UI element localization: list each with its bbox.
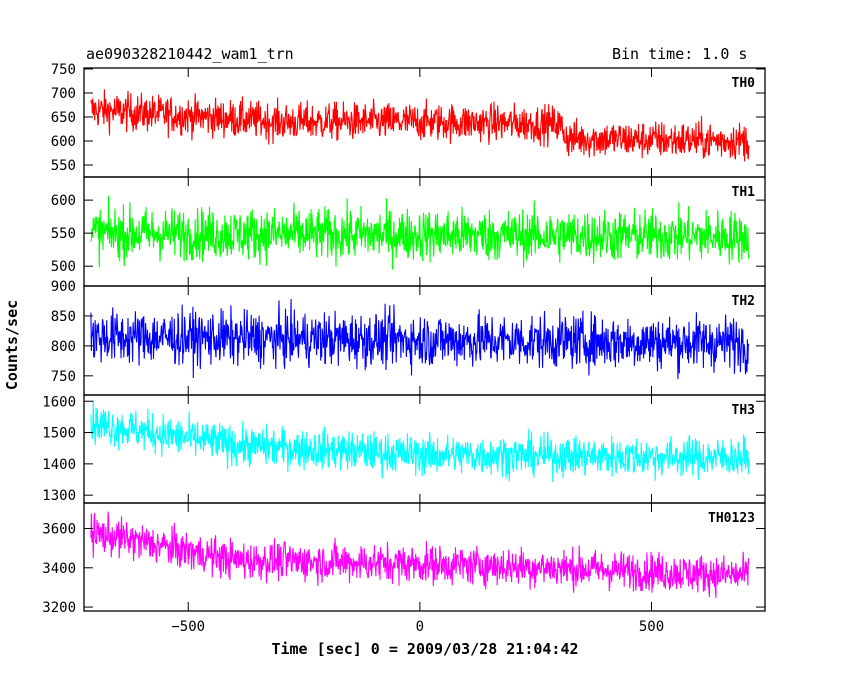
y-tick-label: 600 [51, 193, 76, 209]
y-tick-label: 3600 [42, 522, 76, 538]
series-label-th1: TH1 [732, 185, 756, 200]
bin-time-label: Bin time: 1.0 s [612, 45, 748, 63]
chart-title: ae090328210442_wam1_trn [86, 45, 294, 63]
y-tick-label: 1600 [42, 394, 76, 410]
y-tick-label: 750 [51, 369, 76, 385]
y-tick-label: 3400 [42, 561, 76, 577]
series-label-th0123: TH0123 [708, 511, 755, 526]
y-tick-label: 500 [51, 259, 76, 275]
x-axis-title: Time [sec] 0 = 2009/03/28 21:04:42 [271, 640, 578, 658]
series-line-th0 [90, 89, 750, 162]
series-label-th2: TH2 [732, 294, 755, 309]
y-tick-label: 800 [51, 339, 76, 355]
x-tick-label: 0 [416, 619, 424, 635]
y-tick-label: 3200 [42, 600, 76, 616]
y-tick-label: 650 [51, 110, 76, 126]
series-label-th3: TH3 [732, 403, 755, 418]
panel-frame-th0123 [83, 502, 766, 612]
series-line-th2 [90, 298, 750, 380]
series-label-th0: TH0 [732, 76, 756, 91]
y-tick-label: 1500 [42, 426, 76, 442]
x-tick-label: −500 [171, 619, 205, 635]
y-tick-label: 900 [51, 279, 76, 295]
series-line-th3 [90, 399, 750, 483]
y-tick-label: 1400 [42, 457, 76, 473]
y-tick-label: 750 [51, 62, 76, 78]
y-axis-title: Counts/sec [3, 300, 21, 390]
x-tick-label: 500 [639, 619, 664, 635]
series-line-th0123 [90, 511, 750, 598]
y-tick-label: 1300 [42, 488, 76, 504]
y-tick-label: 550 [51, 158, 76, 174]
series-line-th1 [90, 195, 750, 270]
y-tick-label: 850 [51, 309, 76, 325]
y-tick-label: 700 [51, 86, 76, 102]
y-tick-label: 550 [51, 226, 76, 242]
y-tick-label: 600 [51, 134, 76, 150]
